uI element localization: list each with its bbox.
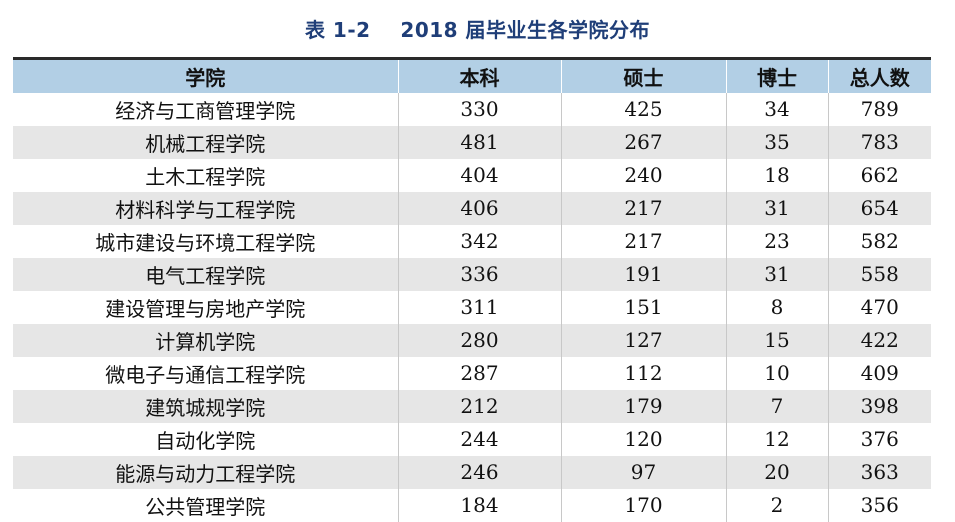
cell-total: 376 — [827, 422, 931, 456]
caption-title: 2018 届毕业生各学院分布 — [400, 18, 651, 42]
cell-total: 398 — [827, 389, 931, 423]
cell-total: 582 — [827, 224, 931, 258]
cell-undergraduate: 404 — [397, 158, 561, 192]
cell-undergraduate: 287 — [397, 356, 561, 390]
cell-total: 789 — [827, 92, 931, 126]
college-distribution-table: 学院 本科 硕士 博士 总人数 经济与工商管理学院 330 425 34 789 机械工程… — [13, 57, 931, 522]
cell-master: 127 — [560, 323, 726, 357]
cell-college: 建设管理与房地产学院 — [105, 296, 306, 321]
cell-undergraduate: 481 — [397, 125, 561, 159]
table-row: 建筑城规学院 212 179 7 398 — [13, 389, 931, 423]
cell-college: 微电子与通信工程学院 — [105, 362, 306, 387]
cell-total: 558 — [827, 257, 931, 291]
cell-undergraduate: 184 — [397, 488, 561, 522]
table-caption: 表 1-2 2018 届毕业生各学院分布 — [0, 14, 955, 43]
cell-master: 191 — [560, 257, 726, 291]
table-row: 机械工程学院 481 267 35 783 — [13, 125, 931, 159]
cell-total: 356 — [827, 488, 931, 522]
cell-undergraduate: 280 — [397, 323, 561, 357]
cell-undergraduate: 246 — [397, 455, 561, 489]
cell-college: 建筑城规学院 — [145, 395, 266, 420]
header-undergraduate: 本科 — [397, 58, 561, 93]
table-header-row: 学院 本科 硕士 博士 总人数 — [13, 58, 931, 93]
table-row: 城市建设与环境工程学院 342 217 23 582 — [13, 224, 931, 258]
cell-master: 240 — [560, 158, 726, 192]
cell-college: 经济与工商管理学院 — [115, 98, 296, 123]
cell-master: 267 — [560, 125, 726, 159]
table-row: 微电子与通信工程学院 287 112 10 409 — [13, 356, 931, 390]
table-row: 公共管理学院 184 170 2 356 — [13, 488, 931, 522]
cell-master: 120 — [560, 422, 726, 456]
cell-college: 城市建设与环境工程学院 — [95, 230, 316, 255]
table-row: 能源与动力工程学院 246 97 20 363 — [13, 455, 931, 489]
table-row: 土木工程学院 404 240 18 662 — [13, 158, 931, 192]
header-college: 学院 — [185, 65, 226, 90]
cell-doctor: 31 — [725, 257, 828, 291]
table-row: 建设管理与房地产学院 311 151 8 470 — [13, 290, 931, 324]
cell-college: 能源与动力工程学院 — [115, 461, 296, 486]
cell-doctor: 34 — [725, 92, 828, 126]
cell-college: 自动化学院 — [155, 428, 256, 453]
cell-total: 654 — [827, 191, 931, 225]
cell-master: 179 — [560, 389, 726, 423]
cell-doctor: 15 — [725, 323, 828, 357]
cell-total: 662 — [827, 158, 931, 192]
header-doctor: 博士 — [725, 58, 828, 93]
cell-college: 公共管理学院 — [145, 494, 266, 519]
cell-master: 425 — [560, 92, 726, 126]
cell-college: 电气工程学院 — [145, 263, 266, 288]
table-row: 经济与工商管理学院 330 425 34 789 — [13, 92, 931, 126]
cell-undergraduate: 212 — [397, 389, 561, 423]
cell-doctor: 35 — [725, 125, 828, 159]
cell-doctor: 18 — [725, 158, 828, 192]
cell-doctor: 2 — [725, 488, 828, 522]
cell-master: 217 — [560, 191, 726, 225]
cell-doctor: 23 — [725, 224, 828, 258]
cell-master: 170 — [560, 488, 726, 522]
table-row: 计算机学院 280 127 15 422 — [13, 323, 931, 357]
cell-doctor: 12 — [725, 422, 828, 456]
cell-doctor: 10 — [725, 356, 828, 390]
cell-total: 470 — [827, 290, 931, 324]
cell-master: 151 — [560, 290, 726, 324]
cell-master: 97 — [560, 455, 726, 489]
cell-doctor: 7 — [725, 389, 828, 423]
cell-college: 土木工程学院 — [145, 164, 266, 189]
cell-master: 217 — [560, 224, 726, 258]
cell-master: 112 — [560, 356, 726, 390]
cell-college: 计算机学院 — [155, 329, 256, 354]
table-row: 自动化学院 244 120 12 376 — [13, 422, 931, 456]
table-row: 材料科学与工程学院 406 217 31 654 — [13, 191, 931, 225]
cell-total: 363 — [827, 455, 931, 489]
cell-total: 422 — [827, 323, 931, 357]
table-row: 电气工程学院 336 191 31 558 — [13, 257, 931, 291]
cell-doctor: 8 — [725, 290, 828, 324]
cell-doctor: 31 — [725, 191, 828, 225]
cell-total: 409 — [827, 356, 931, 390]
cell-doctor: 20 — [725, 455, 828, 489]
header-master: 硕士 — [560, 58, 726, 93]
cell-undergraduate: 336 — [397, 257, 561, 291]
cell-college: 机械工程学院 — [145, 131, 266, 156]
cell-undergraduate: 342 — [397, 224, 561, 258]
cell-undergraduate: 330 — [397, 92, 561, 126]
cell-undergraduate: 311 — [397, 290, 561, 324]
caption-label: 表 1-2 — [304, 18, 371, 42]
cell-total: 783 — [827, 125, 931, 159]
cell-college: 材料科学与工程学院 — [115, 197, 296, 222]
table-body: 经济与工商管理学院 330 425 34 789 机械工程学院 481 267 35 783 土木工… — [13, 92, 931, 522]
header-total: 总人数 — [827, 58, 931, 93]
cell-undergraduate: 244 — [397, 422, 561, 456]
cell-undergraduate: 406 — [397, 191, 561, 225]
